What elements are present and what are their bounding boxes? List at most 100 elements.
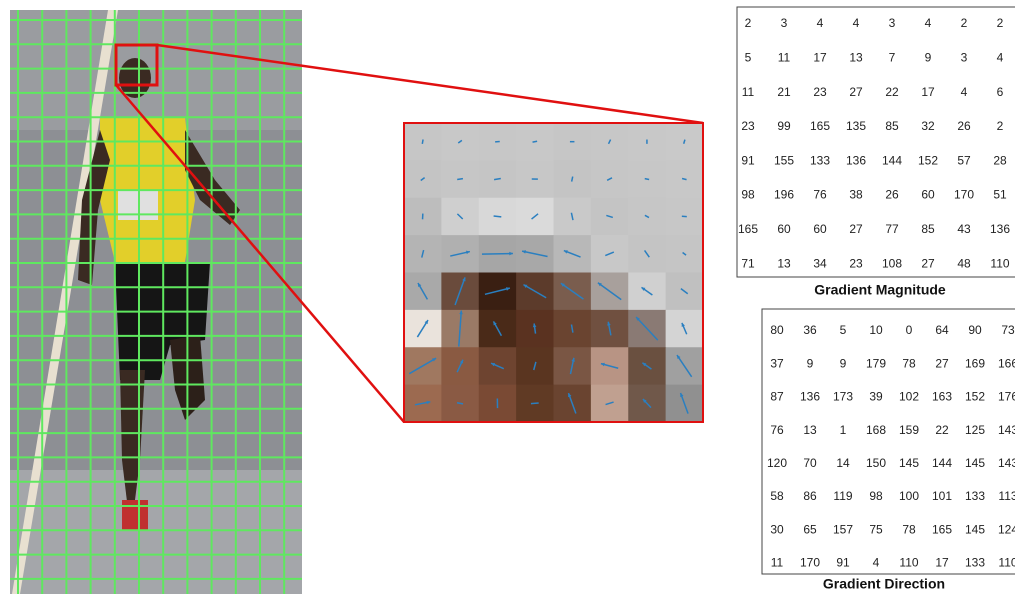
table-cell: 17 <box>813 50 827 64</box>
table-cell: 100 <box>899 489 919 503</box>
table-cell: 170 <box>954 188 974 202</box>
table-cell: 90 <box>968 323 982 337</box>
gradient-arrow <box>458 310 463 347</box>
table-cell: 136 <box>846 153 866 167</box>
gradient-arrow <box>456 359 464 373</box>
gradient-arrow <box>532 361 537 371</box>
table-cell: 86 <box>803 489 817 503</box>
arrow-shaft <box>682 139 686 144</box>
table-cell: 27 <box>849 222 863 236</box>
arrow-shaft <box>456 402 464 405</box>
table-cell: 152 <box>965 390 985 404</box>
gradient-arrow <box>532 140 538 143</box>
table-border <box>736 6 1015 278</box>
arrow-head <box>568 393 572 398</box>
table-cell: 78 <box>902 522 916 536</box>
table-cell: 60 <box>921 188 935 202</box>
table-cell: 21 <box>777 85 791 99</box>
table-cell: 27 <box>849 85 863 99</box>
table-cell: 3 <box>889 16 896 30</box>
gradient-arrow <box>450 250 471 257</box>
table-cell: 77 <box>885 222 899 236</box>
arrow-head <box>466 250 470 255</box>
table-cell: 124 <box>998 522 1015 536</box>
table-cell: 85 <box>921 222 935 236</box>
arrow-head <box>642 362 647 367</box>
arrow-shaft <box>530 402 539 405</box>
gradient-arrow <box>680 288 689 295</box>
gradient-arrow <box>531 213 539 220</box>
gradient-arrow <box>484 287 511 296</box>
arrow-shaft <box>605 251 615 257</box>
gradient-arrow <box>679 392 689 414</box>
table-cell: 152 <box>918 153 938 167</box>
table-cell: 145 <box>965 456 985 470</box>
table-cell: 80 <box>770 323 784 337</box>
arrow-shaft <box>493 177 501 181</box>
table-cell: 5 <box>745 50 752 64</box>
table-cell: 23 <box>741 119 755 133</box>
table-cell: 169 <box>965 356 985 370</box>
gradient-arrow <box>643 250 650 258</box>
table-cell: 9 <box>840 356 847 370</box>
table-cell: 2 <box>745 16 752 30</box>
gradient-arrow <box>606 177 613 181</box>
arrow-head <box>506 287 510 291</box>
gradient-arrow <box>605 401 614 406</box>
arrow-shaft <box>560 282 584 300</box>
table-cell: 4 <box>853 16 860 30</box>
table-cell: 57 <box>957 153 971 167</box>
table-cell: 99 <box>777 119 791 133</box>
table-cell: 17 <box>935 556 949 570</box>
gradient-arrow <box>605 251 615 257</box>
gradient-arrow <box>644 214 650 219</box>
arrow-head <box>642 398 647 403</box>
gradient-arrow <box>570 212 574 221</box>
gradient-arrow <box>682 251 687 256</box>
cell-grid <box>10 10 302 594</box>
gradient-arrow <box>493 215 502 218</box>
gradient-arrow <box>569 357 575 375</box>
arrow-head <box>459 310 463 315</box>
arrow-head <box>641 287 646 291</box>
table-cell: 13 <box>777 256 791 270</box>
arrow-shaft <box>457 139 463 144</box>
gradient-arrow <box>676 354 693 378</box>
gradient-arrow <box>456 402 464 405</box>
table-cell: 102 <box>899 390 919 404</box>
gradient-arrow <box>416 319 429 338</box>
table-cell: 165 <box>810 119 830 133</box>
arrow-shaft <box>607 139 612 145</box>
zoom-box <box>114 43 159 87</box>
table-cell: 22 <box>885 85 899 99</box>
table-cell: 11 <box>778 50 791 64</box>
arrow-head <box>426 400 431 405</box>
arrow-head <box>522 250 526 254</box>
table-cell: 144 <box>932 456 952 470</box>
table-cell: 133 <box>810 153 830 167</box>
table-cell: 1 <box>840 423 847 437</box>
arrow-shaft <box>457 177 464 181</box>
table-cell: 34 <box>813 256 827 270</box>
table-cell: 98 <box>741 188 755 202</box>
arrow-shaft <box>531 213 539 220</box>
table-cell: 144 <box>882 153 902 167</box>
arrow-shaft <box>421 139 424 144</box>
table-cell: 91 <box>741 153 755 167</box>
table-cell: 0 <box>906 323 913 337</box>
table-cell: 26 <box>957 119 971 133</box>
table-cell: 10 <box>869 323 883 337</box>
gradient-arrow <box>532 323 537 334</box>
table-cell: 85 <box>885 119 899 133</box>
gradient-arrow <box>560 282 584 300</box>
gradient-arrow <box>570 324 574 333</box>
table-cell: 179 <box>866 356 886 370</box>
table-cell: 163 <box>932 390 952 404</box>
table-cell: 71 <box>741 256 755 270</box>
table-cell: 133 <box>965 489 985 503</box>
table-cell: 145 <box>899 456 919 470</box>
table-cell: 26 <box>885 188 899 202</box>
arrow-shaft <box>606 177 613 181</box>
arrow-shaft <box>681 177 687 181</box>
table-cell: 136 <box>990 222 1010 236</box>
